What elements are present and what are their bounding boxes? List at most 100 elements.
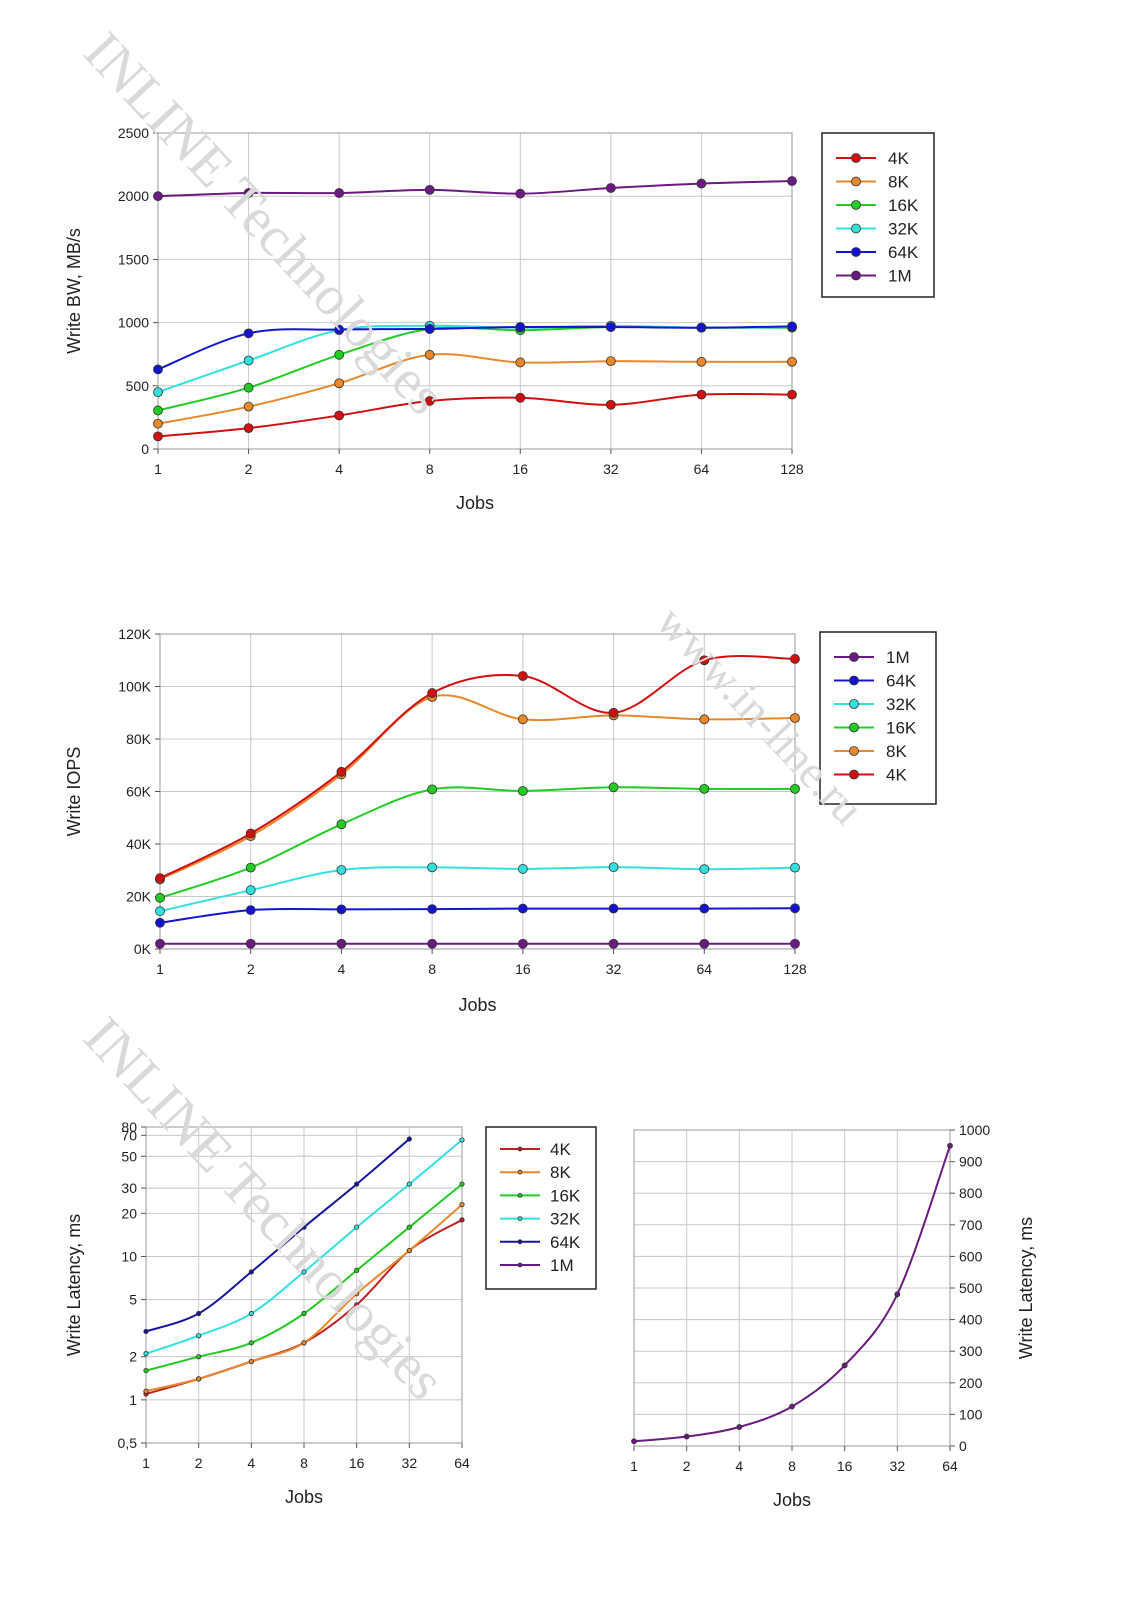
legend-swatch-marker: [851, 200, 861, 210]
data-point: [515, 392, 526, 403]
y-tick-label: 0: [959, 1438, 967, 1454]
data-point: [248, 1310, 254, 1317]
legend-item: 4K: [836, 149, 909, 168]
y-tick-label: 0K: [134, 941, 152, 957]
data-point: [427, 784, 438, 795]
data-point: [354, 1291, 360, 1297]
x-tick-label: 32: [603, 461, 619, 477]
data-point: [947, 1142, 953, 1149]
data-point: [153, 364, 163, 375]
x-tick-label: 128: [780, 461, 804, 477]
data-point: [301, 1340, 307, 1346]
x-tick-label: 16: [349, 1455, 365, 1471]
x-tick-label: 32: [606, 961, 622, 977]
legend-label: 16K: [886, 719, 917, 738]
data-point: [605, 356, 616, 367]
x-tick-label: 8: [788, 1458, 796, 1474]
y-tick-label: 0: [141, 441, 149, 457]
y-tick-label: 20K: [126, 889, 152, 905]
x-tick-label: 1: [142, 1455, 150, 1471]
y-tick-label: 500: [126, 378, 150, 394]
data-point: [153, 191, 163, 202]
x-tick-label: 8: [300, 1455, 308, 1471]
data-point: [683, 1433, 690, 1440]
x-tick-label: 16: [837, 1458, 853, 1474]
data-point: [424, 324, 435, 334]
y-tick-label: 500: [959, 1280, 983, 1296]
data-point: [696, 356, 707, 367]
data-point: [245, 905, 256, 916]
x-tick-label: 128: [783, 961, 807, 977]
series-1m: [155, 938, 800, 949]
legend-swatch-marker: [851, 176, 861, 187]
data-point: [787, 356, 797, 367]
data-point: [155, 873, 165, 884]
data-point: [153, 418, 163, 429]
y-axis-title: Write Latency, ms: [1016, 1217, 1036, 1359]
y-tick-label: 120K: [118, 626, 151, 642]
y-tick-label: 2000: [118, 188, 149, 204]
legend-swatch-marker: [849, 652, 859, 662]
x-tick-label: 32: [890, 1458, 906, 1474]
legend-item: 4K: [834, 766, 907, 785]
legend: 4K 8K 16K 32K 64K 1M: [821, 132, 935, 298]
legend-label: 8K: [886, 742, 907, 761]
data-point: [248, 1340, 254, 1346]
legend-label: 1M: [886, 648, 910, 667]
data-point: [301, 1269, 307, 1275]
legend-swatch-marker: [517, 1262, 523, 1268]
y-tick-label: 50: [121, 1148, 137, 1164]
data-point: [406, 1181, 412, 1187]
data-point: [334, 410, 345, 421]
y-tick-label: 40K: [126, 836, 152, 852]
x-tick-label: 16: [512, 461, 528, 477]
x-tick-label: 1: [154, 461, 162, 477]
series-4k: [155, 654, 800, 884]
data-point: [459, 1137, 465, 1143]
data-point: [515, 357, 526, 368]
y-axis-title: Write BW, MB/s: [64, 228, 84, 354]
data-point: [427, 904, 438, 914]
x-tick-label: 64: [696, 961, 712, 977]
series-32k: [155, 862, 800, 917]
data-point: [699, 714, 710, 725]
data-point: [155, 938, 165, 949]
data-point: [155, 917, 165, 928]
plot-area: [157, 132, 793, 450]
x-tick-label: 8: [426, 461, 434, 477]
y-tick-label: 10: [121, 1248, 137, 1264]
data-point: [245, 828, 256, 839]
data-point: [406, 1224, 412, 1230]
series-line: [159, 655, 796, 879]
x-axis-title: Jobs: [773, 1490, 811, 1510]
series-line: [159, 866, 796, 913]
data-point: [517, 786, 528, 796]
y-axis-title: Write IOPS: [64, 747, 84, 837]
legend-label: 32K: [886, 695, 917, 714]
x-tick-label: 2: [195, 1455, 203, 1471]
y-tick-label: 80K: [126, 731, 152, 747]
data-point: [787, 321, 797, 332]
data-point: [354, 1302, 360, 1308]
data-point: [605, 183, 616, 193]
legend-label: 8K: [888, 173, 909, 192]
series-64k: [153, 321, 797, 375]
legend-swatch-marker: [517, 1146, 523, 1152]
y-tick-label: 30: [121, 1180, 137, 1196]
legend-swatch-marker: [517, 1169, 523, 1175]
legend-label: 1M: [550, 1256, 574, 1275]
data-point: [696, 178, 707, 189]
y-tick-label: 1500: [118, 251, 149, 267]
data-point: [354, 1224, 360, 1230]
legend-item: 16K: [836, 196, 919, 215]
legend-swatch-marker: [849, 675, 859, 686]
legend-label: 4K: [886, 766, 907, 785]
y-tick-label: 20: [121, 1205, 137, 1221]
data-point: [336, 819, 347, 830]
legend-box: [821, 132, 935, 298]
legend-item: 64K: [500, 1233, 581, 1252]
legend-swatch-marker: [851, 270, 861, 281]
legend: 1M 64K 32K 16K 8K 4K: [819, 631, 937, 805]
x-tick-label: 1: [156, 961, 164, 977]
